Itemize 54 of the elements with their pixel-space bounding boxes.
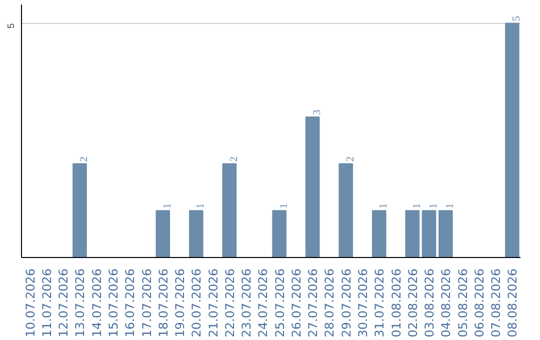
x-tick-label: 29.07.2026 — [339, 268, 354, 338]
bar — [505, 22, 520, 258]
bar — [372, 210, 386, 258]
x-tick-label: 19.07.2026 — [173, 268, 188, 338]
data-label: 2 — [228, 156, 240, 162]
x-tick-label: 31.07.2026 — [372, 268, 387, 338]
x-tick-label: 13.07.2026 — [73, 268, 88, 338]
x-tick-label: 22.07.2026 — [222, 268, 237, 338]
data-label: 1 — [445, 203, 456, 209]
x-tick-label: 27.07.2026 — [306, 268, 320, 338]
bar — [405, 210, 420, 258]
x-tick-label: 07.08.2026 — [489, 268, 504, 338]
data-label: 3 — [312, 110, 324, 115]
data-label: 2 — [345, 156, 356, 162]
x-tick-label: 10.07.2026 — [23, 268, 38, 338]
x-tick-label: 16.07.2026 — [123, 268, 138, 338]
bar — [272, 210, 286, 258]
bar — [338, 163, 354, 258]
bar — [222, 163, 237, 258]
x-tick-label: 18.07.2026 — [156, 268, 170, 338]
x-tick-label: 30.07.2026 — [356, 268, 370, 338]
bar — [438, 210, 453, 258]
bar — [188, 210, 204, 258]
x-tick-label: 24.07.2026 — [256, 268, 270, 338]
x-tick-label: 15.07.2026 — [106, 268, 120, 338]
x-tick-label: 11.07.2026 — [40, 268, 54, 338]
x-tick-label: 17.07.2026 — [140, 268, 154, 338]
data-label: 1 — [428, 203, 440, 209]
x-tick-label: 04.08.2026 — [439, 268, 454, 338]
x-tick-label: 01.08.2026 — [389, 268, 404, 338]
x-tick-label: 21.07.2026 — [206, 268, 220, 338]
x-tick-label: 02.08.2026 — [406, 268, 420, 338]
x-tick-label: 14.07.2026 — [90, 268, 104, 338]
data-label: 2 — [79, 156, 90, 162]
x-tick-label: 28.07.2026 — [322, 268, 337, 338]
x-tick-label: 23.07.2026 — [240, 268, 254, 338]
data-label: 1 — [278, 203, 290, 209]
x-tick-label: 06.08.2026 — [472, 268, 486, 338]
bar — [305, 116, 320, 258]
bar — [72, 163, 87, 258]
bar — [422, 210, 436, 258]
data-label: 1 — [378, 203, 390, 209]
data-label: 1 — [412, 203, 423, 209]
data-label: 1 — [162, 203, 174, 209]
x-tick-label: 26.07.2026 — [289, 268, 304, 338]
bar — [156, 210, 170, 258]
x-tick-label: 05.08.2026 — [456, 268, 470, 338]
x-tick-label: 08.08.2026 — [506, 268, 520, 338]
x-tick-label: 20.07.2026 — [190, 268, 204, 338]
x-tick-label: 03.08.2026 — [422, 268, 437, 338]
x-tick-label: 25.07.2026 — [272, 268, 287, 338]
data-label: 5 — [512, 16, 523, 22]
x-tick-label: 12.07.2026 — [56, 268, 71, 338]
data-label: 1 — [196, 203, 207, 209]
